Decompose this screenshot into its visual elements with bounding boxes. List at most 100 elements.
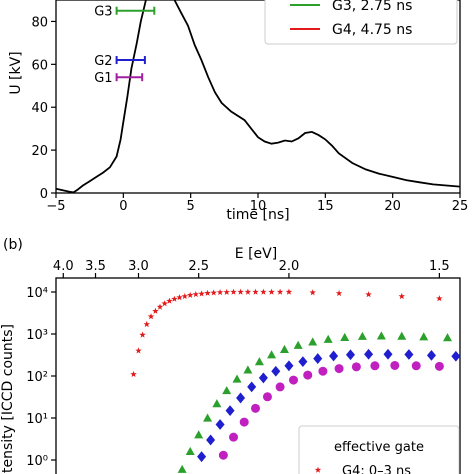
legend-entry: G3, 2.75 ns bbox=[332, 0, 412, 14]
data-point bbox=[194, 430, 204, 439]
top-x-tick-label: 1.5 bbox=[429, 259, 450, 274]
data-point bbox=[247, 381, 257, 393]
data-point bbox=[293, 340, 303, 349]
data-point bbox=[434, 361, 444, 371]
data-point bbox=[225, 405, 235, 417]
data-point bbox=[443, 333, 453, 342]
data-point bbox=[275, 382, 285, 392]
data-point bbox=[303, 370, 313, 380]
top-x-tick-label: 2.5 bbox=[188, 259, 209, 274]
data-point bbox=[156, 303, 164, 310]
x-tick-label: 0 bbox=[119, 199, 127, 214]
data-point bbox=[279, 344, 289, 353]
panel-b-frame bbox=[55, 277, 461, 474]
data-point bbox=[268, 288, 275, 295]
data-point bbox=[397, 331, 407, 340]
panel-b-y-label: Intensity [ICCD counts] bbox=[0, 324, 16, 474]
legend-box bbox=[264, 0, 458, 45]
data-point bbox=[252, 288, 259, 295]
panel-b: (b) E [eV] 4.0 3.5 3.0 2.5 2.0 1.5 10⁰10¹10²1… bbox=[0, 237, 461, 474]
data-point bbox=[260, 288, 267, 295]
data-point bbox=[177, 464, 187, 473]
data-point bbox=[284, 360, 294, 372]
y-tick-label: 10³ bbox=[26, 328, 48, 343]
data-point bbox=[147, 313, 155, 320]
data-point bbox=[243, 365, 253, 374]
data-point bbox=[419, 332, 429, 341]
y-tick-label: 20 bbox=[31, 144, 48, 159]
y-tick-label: 10² bbox=[26, 370, 48, 385]
data-point bbox=[288, 375, 298, 385]
x-tick-label: 25 bbox=[452, 199, 469, 214]
x-tick-label: 20 bbox=[384, 199, 401, 214]
data-point bbox=[335, 289, 343, 297]
data-point bbox=[340, 332, 350, 341]
y-tick-label: 0 bbox=[40, 187, 48, 202]
data-point bbox=[376, 331, 386, 340]
data-point bbox=[383, 348, 393, 360]
panel-a-x-ticks: −5 0 5 10 15 20 25 bbox=[46, 193, 468, 214]
data-point bbox=[230, 288, 237, 295]
panel-a-y-ticks: 0 20 40 60 80 bbox=[31, 15, 56, 202]
panel-a-legend: G3, 2.75 ns G4, 4.75 ns bbox=[264, 0, 458, 45]
panel-a-x-label: time [ns] bbox=[226, 207, 289, 223]
panel-b-label: (b) bbox=[3, 237, 23, 253]
data-point bbox=[404, 349, 414, 360]
data-point bbox=[251, 403, 261, 413]
data-point bbox=[166, 297, 173, 304]
gate-label: G2 bbox=[94, 54, 112, 69]
data-point bbox=[236, 392, 246, 404]
panel-b-legend: effective gate G4: 0–3 ns bbox=[298, 425, 460, 474]
data-point bbox=[181, 292, 188, 300]
data-point bbox=[185, 446, 195, 456]
data-point bbox=[390, 360, 400, 370]
data-point bbox=[285, 288, 293, 295]
data-point bbox=[187, 291, 194, 298]
x-tick-label: 5 bbox=[187, 199, 195, 214]
data-point bbox=[365, 291, 372, 298]
panel-b-points bbox=[130, 288, 461, 473]
data-point bbox=[308, 337, 318, 346]
data-point bbox=[351, 362, 361, 372]
panel-b-y-ticks: 10⁰ 10¹ 10² 10³ 10⁴ bbox=[26, 286, 56, 469]
data-point bbox=[152, 307, 159, 314]
y-tick-label: 10⁴ bbox=[26, 286, 48, 301]
data-point bbox=[262, 392, 272, 402]
data-point bbox=[222, 386, 232, 395]
panel-b-top-ticks: 4.0 3.5 3.0 2.5 2.0 1.5 bbox=[53, 259, 450, 278]
data-point bbox=[314, 466, 322, 473]
data-point bbox=[426, 349, 436, 361]
data-point bbox=[215, 419, 225, 430]
data-point bbox=[451, 350, 461, 362]
data-point bbox=[398, 292, 405, 300]
data-point bbox=[223, 288, 230, 295]
top-x-tick-label: 2.0 bbox=[279, 259, 300, 274]
data-point bbox=[203, 413, 213, 422]
gate-label: G1 bbox=[94, 71, 112, 86]
data-point bbox=[323, 334, 333, 343]
data-point bbox=[197, 451, 207, 463]
data-point bbox=[258, 372, 268, 384]
legend-entry: G4: 0–3 ns bbox=[342, 464, 411, 474]
data-point bbox=[313, 353, 323, 364]
y-tick-label: 80 bbox=[31, 15, 48, 30]
x-tick-label: 10 bbox=[250, 199, 267, 214]
legend-box-b bbox=[298, 425, 460, 474]
data-point bbox=[171, 295, 178, 302]
gate-label: G3 bbox=[94, 5, 112, 20]
data-point bbox=[143, 320, 150, 328]
data-point bbox=[232, 374, 242, 383]
data-point bbox=[204, 289, 211, 296]
data-point bbox=[198, 290, 205, 297]
data-point bbox=[329, 350, 339, 362]
data-point bbox=[237, 288, 244, 295]
panel-a-y-label: U [kV] bbox=[8, 51, 24, 94]
data-point bbox=[357, 331, 367, 340]
data-point bbox=[135, 347, 142, 354]
data-point bbox=[309, 289, 316, 296]
data-point bbox=[364, 348, 374, 360]
data-point bbox=[210, 289, 217, 296]
data-point bbox=[271, 365, 281, 377]
data-point bbox=[206, 434, 216, 446]
